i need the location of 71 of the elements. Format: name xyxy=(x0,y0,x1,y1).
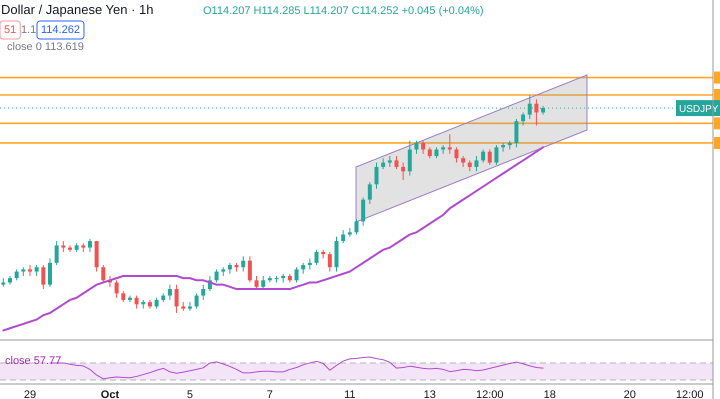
candlestick xyxy=(461,156,466,168)
candlestick xyxy=(361,196,366,226)
candlestick xyxy=(328,251,332,272)
candlestick xyxy=(261,275,266,290)
candlestick xyxy=(248,256,252,283)
candlestick xyxy=(54,240,59,266)
candlestick xyxy=(48,258,52,288)
candlestick xyxy=(401,162,406,181)
candlestick xyxy=(474,156,478,172)
candlestick xyxy=(514,118,518,148)
candlestick xyxy=(488,149,492,166)
text: 51 xyxy=(4,24,16,36)
candlestick xyxy=(381,158,386,170)
candlestick xyxy=(301,262,306,274)
candlestick xyxy=(41,264,46,290)
text: 114.262 xyxy=(41,24,80,36)
candlestick xyxy=(414,140,418,154)
candlestick xyxy=(134,295,139,310)
x-tick-label: 18 xyxy=(544,388,556,399)
x-tick-label: 11 xyxy=(344,388,356,399)
annotation: close 57.77 xyxy=(5,355,62,367)
candlestick xyxy=(308,258,312,270)
candlestick xyxy=(314,249,319,266)
candlestick xyxy=(408,140,412,176)
candlestick xyxy=(294,266,299,283)
candlestick xyxy=(521,112,526,126)
ref-line-label: USDJPY xyxy=(679,104,719,116)
candlestick xyxy=(28,264,32,276)
x-tick-label: 13 xyxy=(424,388,436,399)
x-tick-label: 29 xyxy=(24,388,36,399)
candlestick xyxy=(534,98,538,126)
candlestick xyxy=(494,144,498,166)
candlestick xyxy=(241,256,246,272)
candlestick xyxy=(121,290,126,303)
candlestick xyxy=(368,182,372,204)
candlestick xyxy=(434,146,438,159)
x-tick-label: 12:00 xyxy=(676,388,704,399)
x-tick-label: 5 xyxy=(186,388,193,399)
candlestick xyxy=(114,280,119,298)
candlestick xyxy=(481,149,486,164)
candlestick xyxy=(421,140,426,154)
candlestick xyxy=(374,162,378,190)
candlestick xyxy=(34,264,39,276)
candlestick xyxy=(354,218,358,236)
candlestick xyxy=(254,275,259,290)
candlestick xyxy=(174,284,179,314)
candlestick xyxy=(454,146,458,164)
candlestick xyxy=(214,268,219,283)
text: close 0 113.619 xyxy=(7,41,84,53)
candlestick xyxy=(228,262,232,274)
candlestick xyxy=(201,284,206,300)
candlestick xyxy=(101,264,106,283)
candlestick xyxy=(14,268,19,281)
candlestick xyxy=(394,156,398,170)
candlestick xyxy=(448,134,452,154)
candlestick xyxy=(154,297,159,310)
text: 1.1 xyxy=(21,24,36,36)
candlestick xyxy=(428,146,432,159)
x-tick-label: 12:00 xyxy=(476,388,504,399)
x-tick-label: 7 xyxy=(266,388,273,399)
text: O114.207 H114.285 L114.207 C114.252 +0.045 (+0.04%) xyxy=(203,5,484,17)
candlestick xyxy=(388,156,392,168)
chart-title: Dollar / Japanese Yen · 1h xyxy=(1,2,154,17)
candlestick xyxy=(468,160,472,172)
candlestick xyxy=(194,292,199,310)
candlestick xyxy=(88,238,92,252)
x-tick-label: 20 xyxy=(624,388,636,399)
candlestick xyxy=(168,284,172,300)
x-tick-label: Oct xyxy=(100,388,120,399)
candlestick xyxy=(341,230,346,244)
candlestick xyxy=(61,240,66,252)
